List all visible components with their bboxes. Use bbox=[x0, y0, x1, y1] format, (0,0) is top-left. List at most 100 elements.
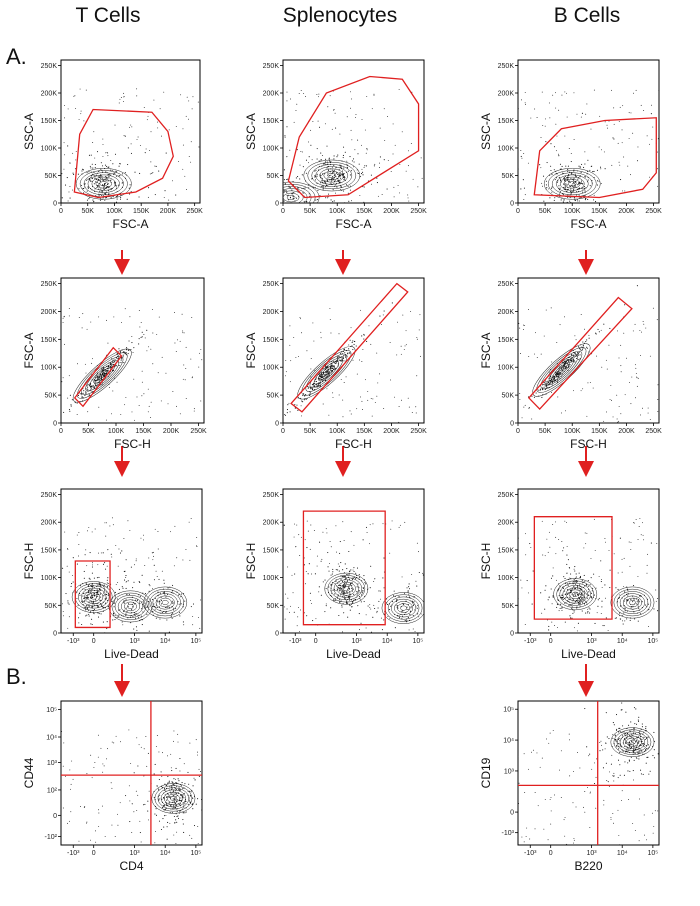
event-dot bbox=[330, 174, 332, 176]
event-dot bbox=[337, 173, 339, 175]
event-dot bbox=[100, 613, 102, 615]
event-dot bbox=[82, 392, 84, 394]
event-dot bbox=[115, 170, 117, 172]
event-dot bbox=[267, 166, 268, 167]
x-tick-label: 10⁴ bbox=[617, 850, 628, 857]
event-dot bbox=[310, 376, 312, 378]
x-axis-label: B220 bbox=[574, 859, 602, 873]
event-dot bbox=[158, 778, 160, 781]
event-dot bbox=[339, 552, 341, 554]
event-dot bbox=[552, 379, 554, 381]
event-dot bbox=[307, 385, 309, 388]
event-dot bbox=[134, 617, 137, 619]
event-dot bbox=[535, 392, 537, 394]
event-dot bbox=[197, 825, 199, 827]
event-dot bbox=[86, 822, 87, 824]
event-dot bbox=[646, 756, 648, 759]
event-dot bbox=[104, 522, 106, 524]
x-tick-label: -10³ bbox=[524, 850, 537, 857]
event-dot bbox=[312, 121, 314, 123]
event-dot bbox=[363, 201, 365, 203]
event-dot bbox=[322, 188, 324, 190]
event-dot bbox=[153, 603, 155, 605]
event-dot bbox=[421, 177, 423, 179]
event-dot bbox=[107, 180, 109, 182]
event-dot bbox=[540, 353, 542, 355]
event-dot bbox=[303, 564, 305, 566]
event-dot bbox=[127, 603, 129, 605]
event-dot bbox=[601, 606, 603, 608]
event-dot bbox=[645, 745, 647, 747]
event-dot bbox=[347, 192, 349, 194]
event-dot bbox=[628, 760, 631, 762]
event-dot bbox=[165, 808, 167, 810]
event-dot bbox=[376, 177, 378, 179]
event-dot bbox=[334, 368, 336, 371]
event-dot bbox=[564, 186, 566, 188]
event-dot bbox=[587, 159, 589, 161]
event-dot bbox=[622, 735, 624, 736]
contour-line bbox=[559, 176, 585, 191]
y-tick-label: 0 bbox=[53, 631, 57, 638]
event-dot bbox=[399, 524, 401, 526]
event-dot bbox=[170, 792, 172, 794]
event-dot bbox=[85, 391, 87, 393]
x-tick-label: 200K bbox=[618, 208, 635, 215]
event-dot bbox=[556, 626, 558, 628]
event-dot bbox=[168, 871, 169, 872]
event-dot bbox=[129, 184, 131, 186]
event-dot bbox=[85, 595, 87, 597]
contour-line bbox=[540, 350, 583, 390]
event-dot bbox=[597, 605, 599, 607]
event-dot bbox=[621, 129, 623, 131]
event-dot bbox=[602, 749, 604, 751]
event-dot bbox=[155, 570, 157, 572]
y-tick-label: 100K bbox=[41, 365, 58, 372]
event-dot bbox=[286, 91, 288, 93]
event-dots bbox=[61, 88, 200, 203]
event-dot bbox=[118, 588, 120, 590]
event-dot bbox=[639, 734, 641, 736]
x-tick-label: 200K bbox=[163, 428, 180, 435]
event-dot bbox=[360, 396, 361, 398]
event-dot bbox=[298, 355, 299, 357]
event-dot bbox=[61, 173, 63, 175]
event-dot bbox=[624, 610, 626, 612]
event-dot bbox=[405, 344, 407, 346]
event-dot bbox=[98, 812, 100, 814]
event-dot bbox=[417, 186, 419, 188]
event-dot bbox=[631, 647, 632, 648]
event-dot bbox=[96, 365, 98, 367]
event-dot bbox=[612, 722, 614, 724]
event-dot bbox=[613, 775, 615, 777]
event-dot bbox=[639, 518, 641, 519]
event-dot bbox=[334, 174, 336, 176]
x-tick-label: 100K bbox=[564, 428, 581, 435]
event-dot bbox=[94, 599, 97, 601]
contour-line bbox=[297, 346, 356, 400]
event-dot bbox=[310, 524, 312, 526]
contour-line bbox=[339, 583, 353, 594]
event-dot bbox=[92, 384, 94, 386]
event-dot bbox=[633, 779, 634, 781]
event-dot bbox=[62, 321, 64, 323]
event-dot bbox=[155, 617, 157, 619]
event-dot bbox=[324, 611, 326, 613]
event-dot bbox=[642, 650, 643, 651]
x-tick-label: 250K bbox=[410, 208, 427, 215]
event-dot bbox=[305, 583, 306, 585]
event-dot bbox=[363, 186, 365, 188]
event-dot bbox=[192, 603, 195, 605]
event-dot bbox=[168, 129, 170, 131]
event-dot bbox=[291, 193, 293, 195]
event-dot bbox=[71, 575, 73, 576]
event-dot bbox=[604, 538, 606, 540]
event-dot bbox=[98, 606, 100, 608]
event-dot bbox=[559, 193, 561, 195]
event-dot bbox=[167, 403, 169, 405]
event-dot bbox=[626, 733, 628, 735]
event-dot bbox=[332, 571, 334, 573]
y-tick-label: 250K bbox=[263, 63, 280, 70]
event-dot bbox=[140, 322, 142, 323]
event-dot bbox=[558, 368, 560, 370]
